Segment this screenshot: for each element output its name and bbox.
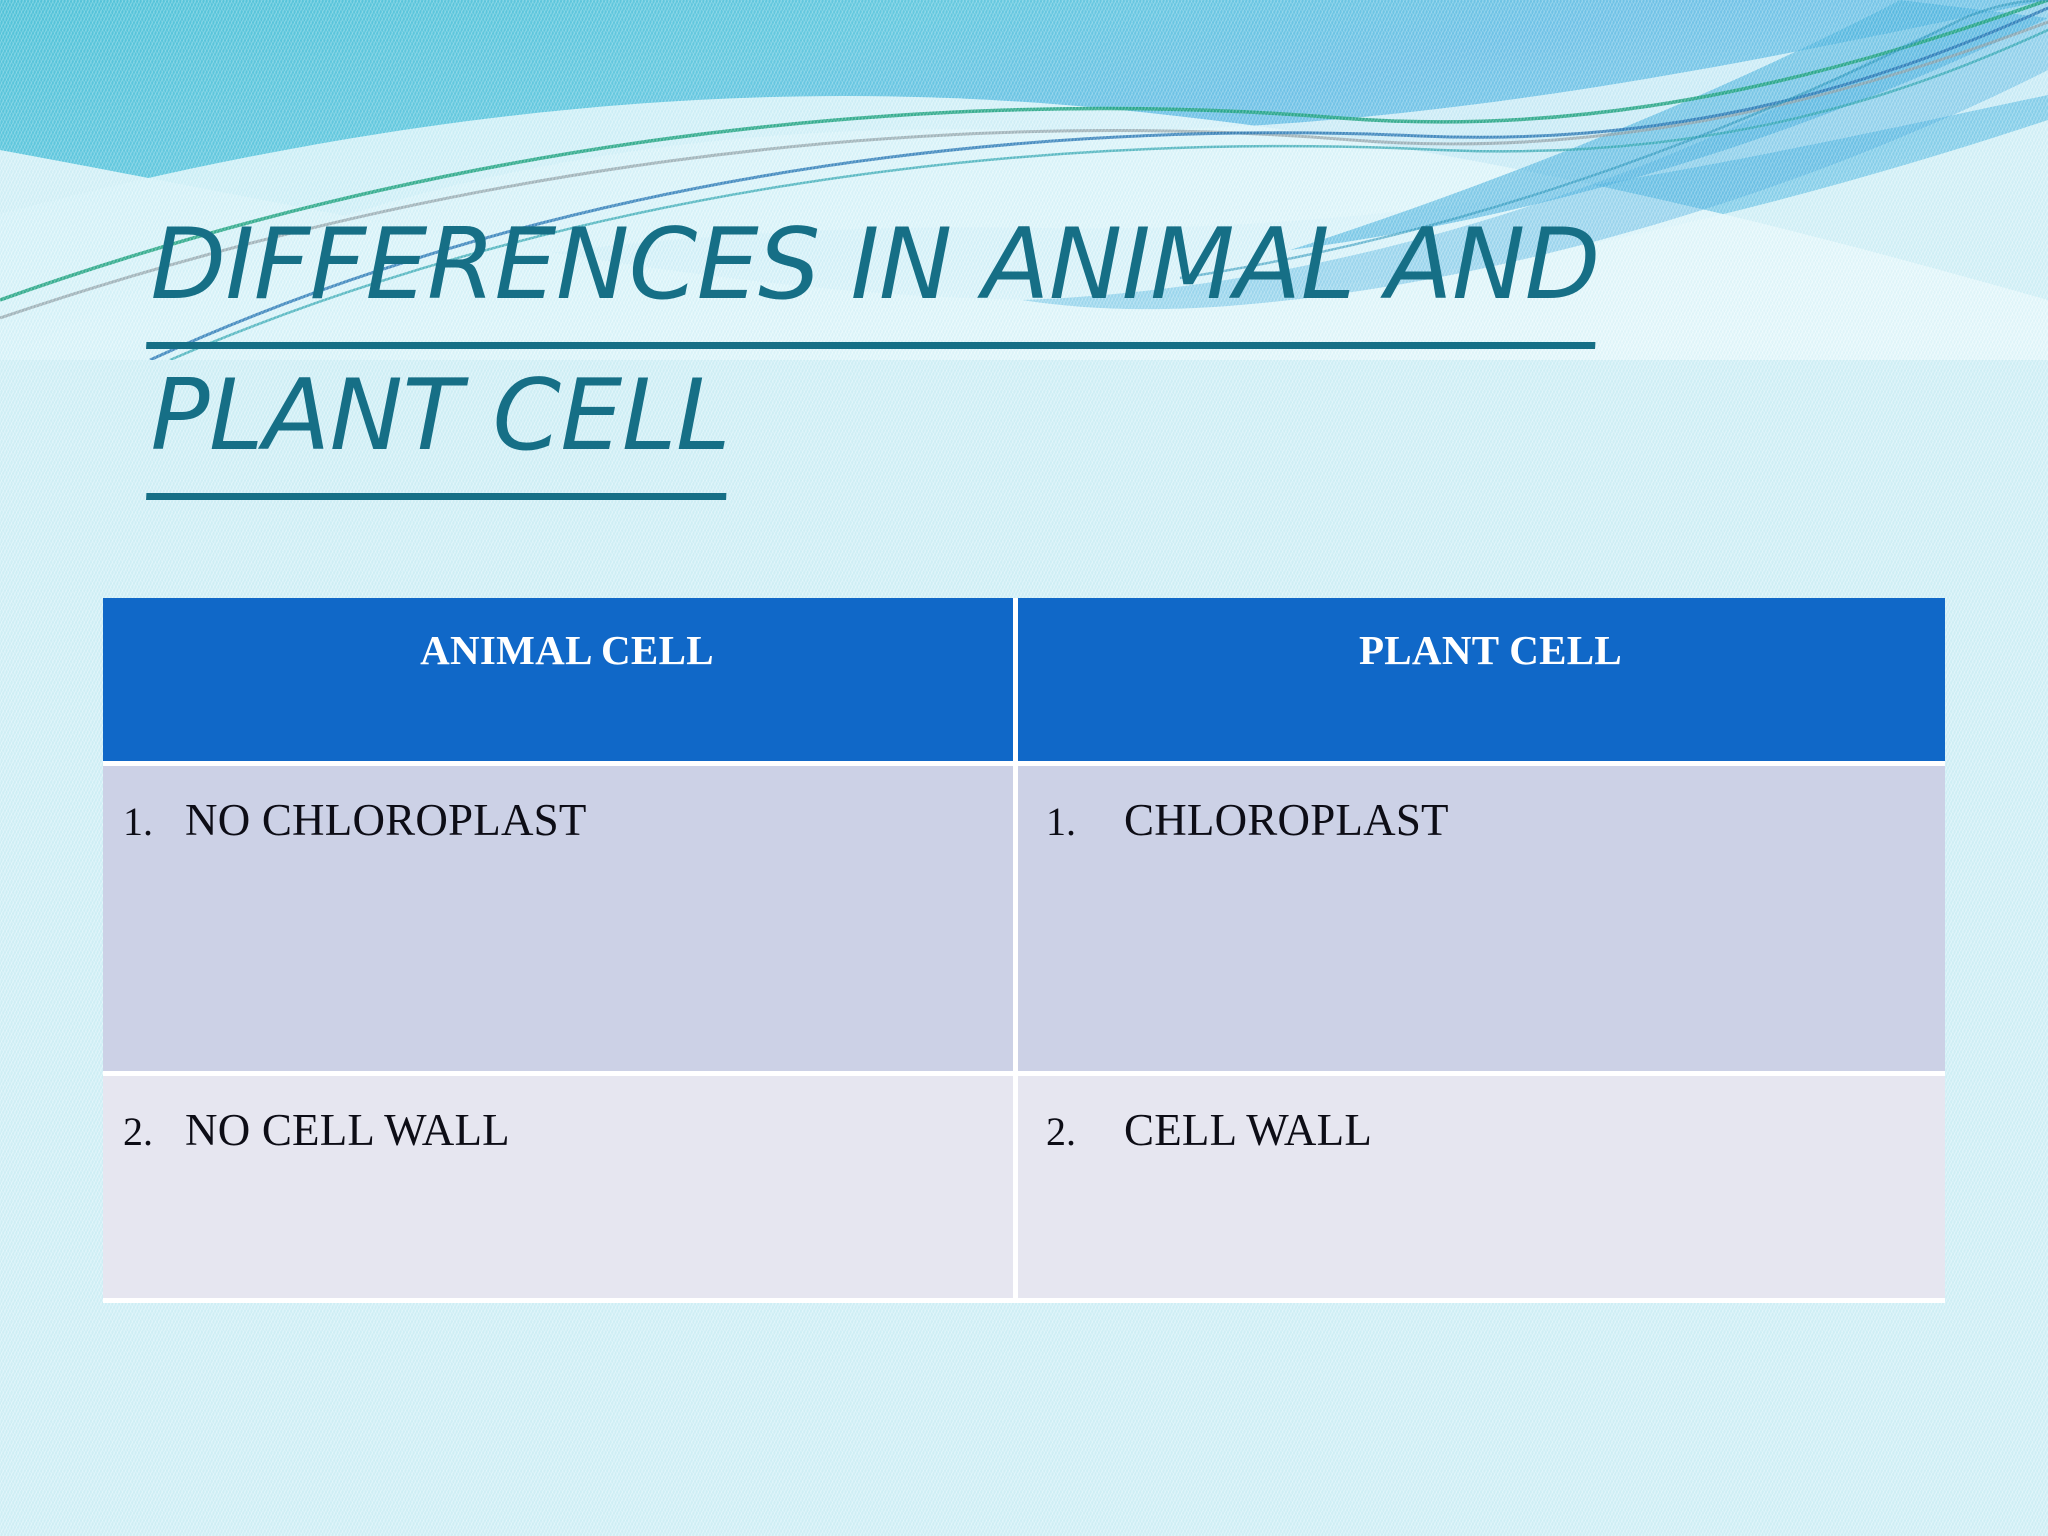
flow-theme-header-graphic (0, 0, 2048, 360)
table-cell-animal-2: 2. NO CELL WALL (103, 1076, 1018, 1303)
list-item-number: 1. (123, 799, 153, 844)
list-item: 2. CELL WALL (1018, 1076, 1945, 1156)
table-row: 2. NO CELL WALL 2. CELL WALL (103, 1076, 1945, 1303)
table-header-label-animal: ANIMAL CELL (420, 627, 714, 673)
list-item: 1. CHLOROPLAST (1018, 766, 1945, 846)
table-header: ANIMAL CELL PLANT CELL (103, 598, 1945, 766)
list-item-number: 2. (1046, 1109, 1076, 1154)
comparison-table-container: ANIMAL CELL PLANT CELL 1. NO CHLOROPLAST (103, 598, 1945, 1303)
table-body: 1. NO CHLOROPLAST 1. CHLOROPLAST (103, 766, 1945, 1303)
comparison-table: ANIMAL CELL PLANT CELL 1. NO CHLOROPLAST (103, 598, 1945, 1303)
list-item-label: CELL WALL (1124, 1105, 1373, 1155)
table-header-row: ANIMAL CELL PLANT CELL (103, 598, 1945, 766)
table-header-cell-animal: ANIMAL CELL (103, 598, 1018, 766)
table-header-cell-plant: PLANT CELL (1018, 598, 1945, 766)
page-title: DIFFERENCES IN ANIMAL AND PLANT CELL (146, 198, 1850, 500)
list-item: 2. NO CELL WALL (103, 1076, 1013, 1156)
list-item-label: NO CHLOROPLAST (185, 795, 587, 845)
table-row: 1. NO CHLOROPLAST 1. CHLOROPLAST (103, 766, 1945, 1076)
list-item-number: 2. (123, 1109, 153, 1154)
table-cell-animal-1: 1. NO CHLOROPLAST (103, 766, 1018, 1076)
table-header-label-plant: PLANT CELL (1358, 627, 1623, 673)
list-item-label: CHLOROPLAST (1124, 795, 1449, 845)
title-line-1-text: DIFFERENCES IN ANIMAL AND (150, 208, 1600, 322)
title-line-2: PLANT CELL (146, 349, 1850, 500)
list-item-number: 1. (1046, 799, 1076, 844)
list-item-label: NO CELL WALL (185, 1105, 510, 1155)
list-item: 1. NO CHLOROPLAST (103, 766, 1013, 846)
title-line-1: DIFFERENCES IN ANIMAL AND (146, 198, 1850, 349)
table-cell-plant-1: 1. CHLOROPLAST (1018, 766, 1945, 1076)
table-cell-plant-2: 2. CELL WALL (1018, 1076, 1945, 1303)
title-line-2-text: PLANT CELL (150, 359, 731, 473)
